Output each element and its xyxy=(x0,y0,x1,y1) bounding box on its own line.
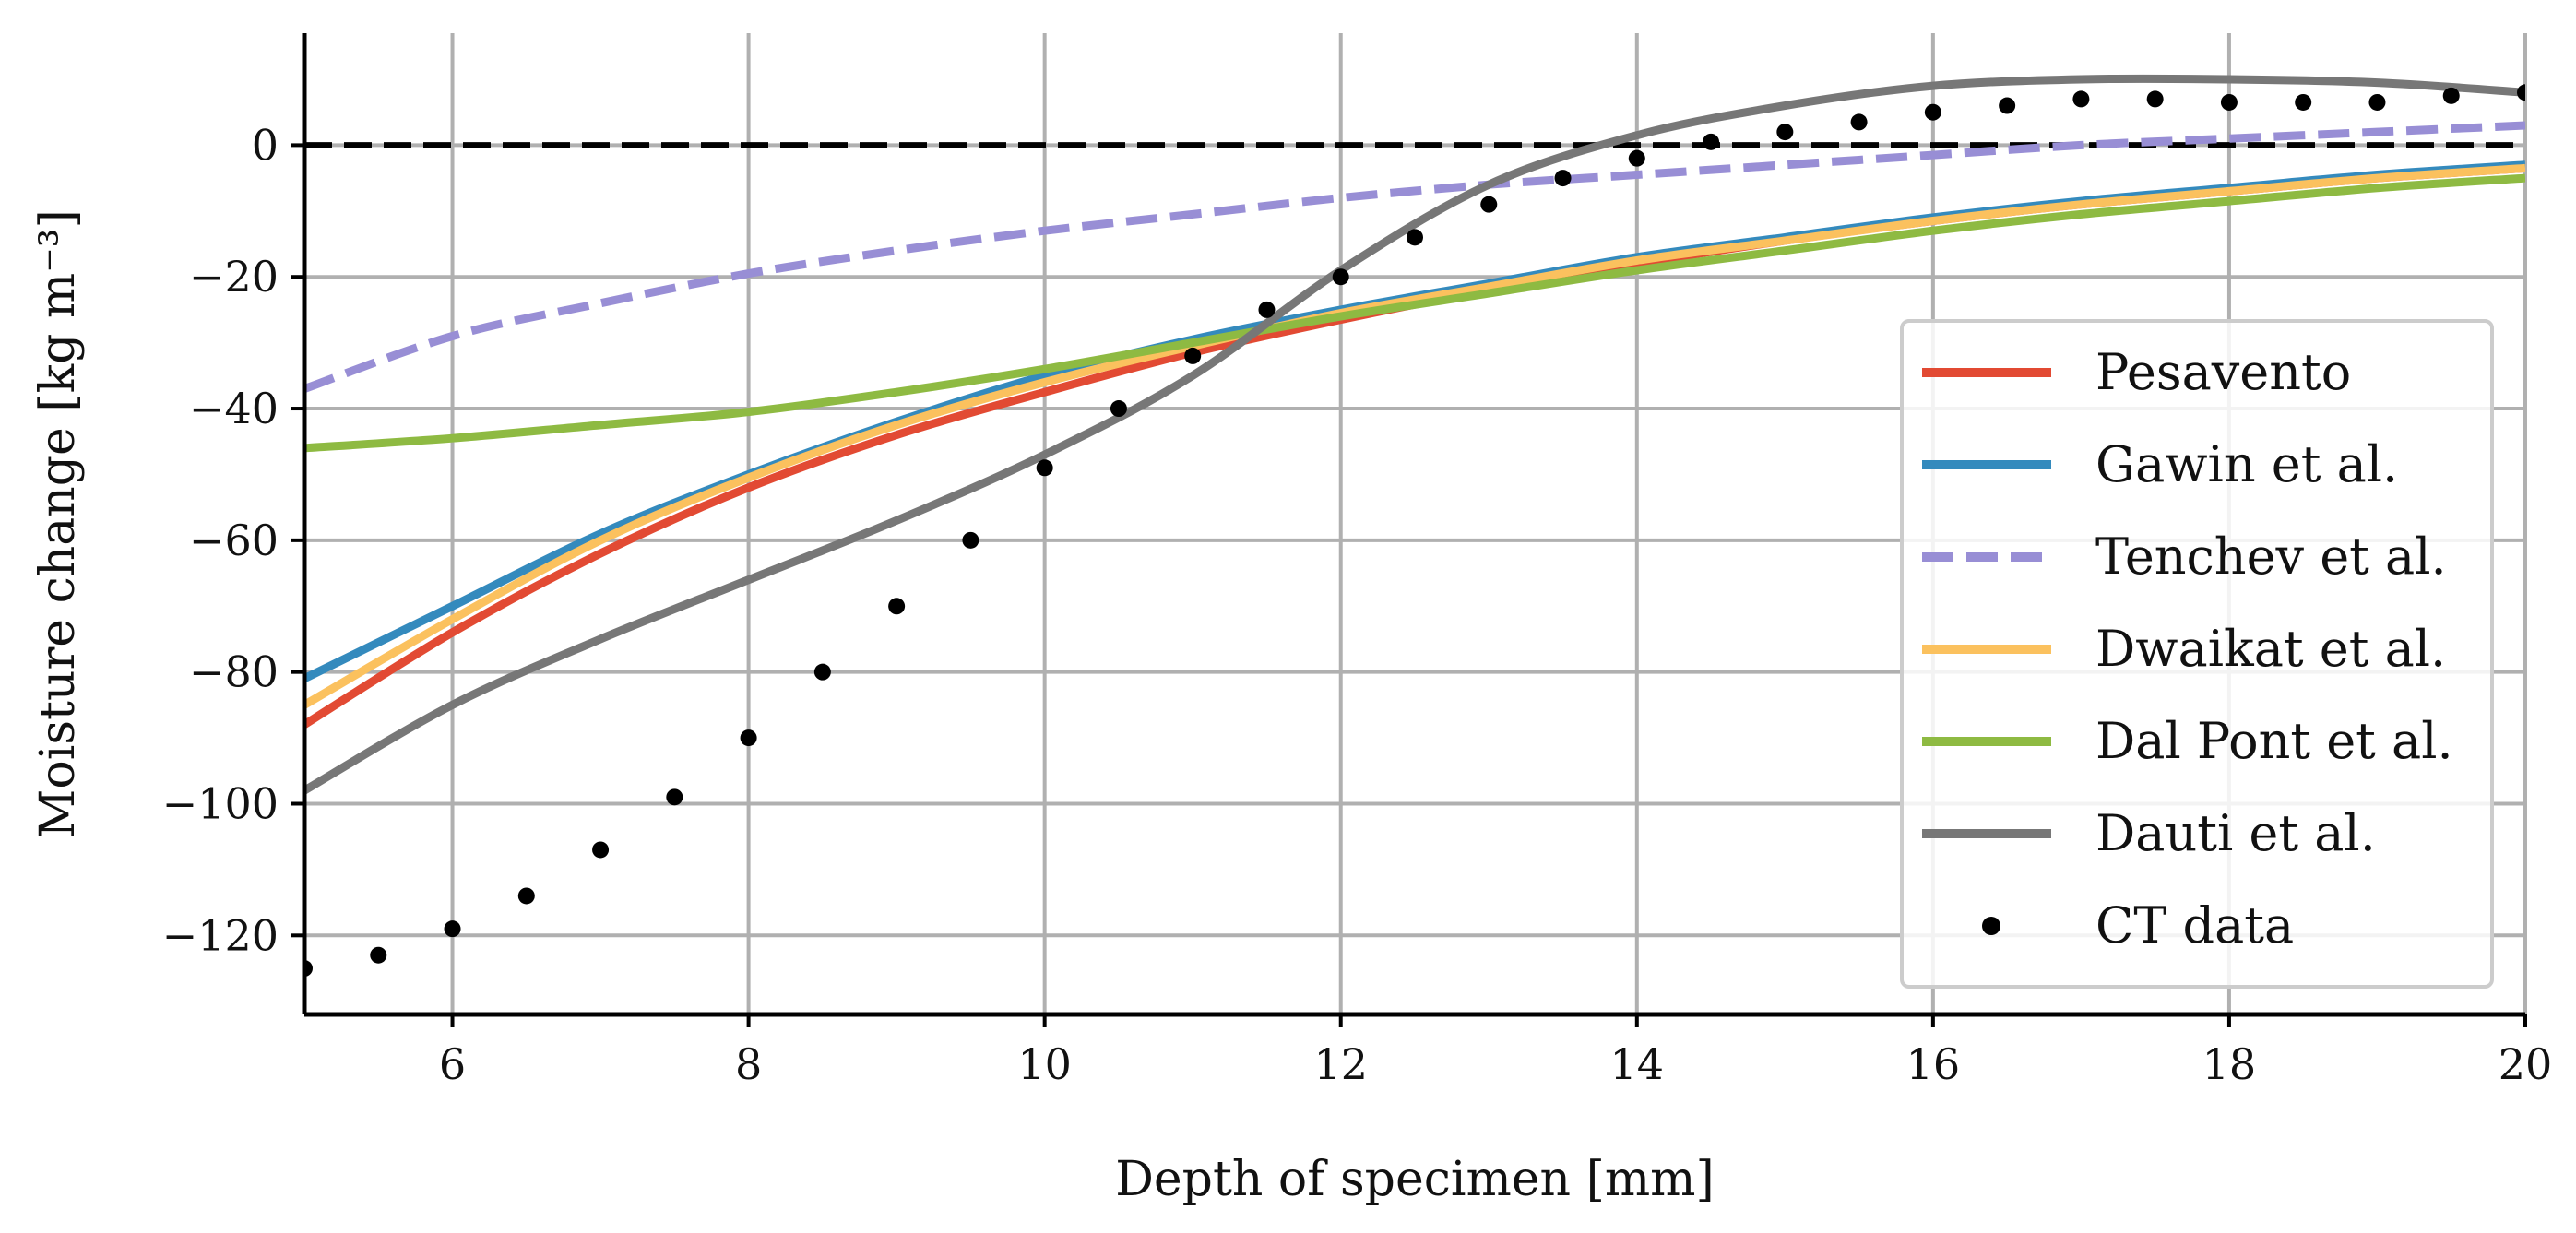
ct-data-point xyxy=(370,946,387,964)
x-tick-label-12: 12 xyxy=(1313,1039,1368,1089)
legend-label-dauti-et-al: Dauti et al. xyxy=(2095,804,2376,862)
ct-data-point xyxy=(592,841,610,859)
ct-data-point xyxy=(1184,347,1202,364)
legend-box xyxy=(1900,319,2494,989)
ct-data-point xyxy=(2146,90,2164,108)
legend-label-ct-data: CT data xyxy=(2095,896,2294,954)
legend-label-pesavento: Pesavento xyxy=(2095,343,2351,401)
y-tick-label--60: −60 xyxy=(189,516,279,565)
ct-data-point xyxy=(888,598,906,615)
legend-item-ct-data: CT data xyxy=(1982,896,2294,954)
ct-data-point xyxy=(1776,124,1794,141)
ct-data-point xyxy=(1110,400,1127,418)
ct-data-point xyxy=(2072,90,2090,108)
ct-data-point xyxy=(1999,97,2016,114)
x-tick-label-14: 14 xyxy=(1610,1039,1665,1089)
ct-data-point xyxy=(813,663,831,681)
ct-data-point xyxy=(1480,196,1498,213)
legend-item-pesavento: Pesavento xyxy=(1922,343,2351,401)
dauti-et-al-line xyxy=(304,74,2525,795)
legend-marker-ct-data xyxy=(1982,917,2000,935)
ct-data-point xyxy=(666,788,683,806)
dwaikat-et-al-line xyxy=(304,163,2525,709)
y-tick-label--100: −100 xyxy=(162,778,279,828)
ct-data-point xyxy=(1703,133,1720,150)
legend-item-gawin-et-al: Gawin et al. xyxy=(1922,435,2398,493)
legend-label-dal-pont-et-al: Dal Pont et al. xyxy=(2095,712,2453,770)
x-tick-label-10: 10 xyxy=(1017,1039,1072,1089)
x-tick-label-16: 16 xyxy=(1906,1039,1961,1089)
y-tick-label--80: −80 xyxy=(189,647,279,697)
axes xyxy=(302,33,2525,1017)
legend-item-tenchev-et-al: Tenchev et al. xyxy=(1922,528,2447,586)
ct-data-point xyxy=(962,531,979,549)
legend-label-tenchev-et-al: Tenchev et al. xyxy=(2095,528,2447,586)
ct-data-point xyxy=(517,887,535,905)
y-axis-label: Moisture change [kg m⁻³] xyxy=(30,209,86,838)
y-tick-label--120: −120 xyxy=(162,910,279,960)
ct-data-point xyxy=(2295,93,2312,111)
ct-data-point xyxy=(1332,268,1349,286)
legend-item-dauti-et-al: Dauti et al. xyxy=(1922,804,2376,862)
ct-data-point xyxy=(2220,93,2238,111)
x-axis-label: Depth of specimen [mm] xyxy=(1115,1152,1715,1207)
ct-data-point xyxy=(2442,87,2460,104)
ct-data-point xyxy=(740,729,757,747)
ct-data-point xyxy=(1036,459,1053,477)
ct-data-point xyxy=(1924,103,1941,121)
legend-item-dal-pont-et-al: Dal Pont et al. xyxy=(1922,712,2453,770)
ct-data-point xyxy=(1258,301,1276,318)
y-tick-label--20: −20 xyxy=(189,252,279,302)
y-tick-label--40: −40 xyxy=(189,384,279,433)
ct-data-point xyxy=(1628,149,1645,167)
dal-pont-et-al-line xyxy=(304,173,2525,453)
legend-label-gawin-et-al: Gawin et al. xyxy=(2095,435,2398,493)
x-tick-label-6: 6 xyxy=(439,1039,466,1089)
legend-label-dwaikat-et-al: Dwaikat et al. xyxy=(2095,620,2446,678)
ticks: 6 8 10 12 14 16 18 20 0 −20 −40 −60 −80 −100 −120 xyxy=(162,120,2553,1089)
x-tick-label-20: 20 xyxy=(2499,1039,2553,1089)
series-layer xyxy=(304,74,2525,978)
x-tick-label-18: 18 xyxy=(2202,1039,2257,1089)
legend: Pesavento Gawin et al. Tenchev et al. Dwaik… xyxy=(1900,319,2494,989)
ct-data-series xyxy=(304,84,2525,978)
ct-data-point xyxy=(1554,170,1572,187)
ct-data-point xyxy=(2368,93,2386,111)
x-tick-label-8: 8 xyxy=(735,1039,762,1089)
legend-item-dwaikat-et-al: Dwaikat et al. xyxy=(1922,620,2446,678)
ct-data-point xyxy=(1850,113,1868,131)
y-tick-label-0: 0 xyxy=(252,120,279,170)
tenchev-et-al-line xyxy=(304,121,2525,393)
ct-data-point xyxy=(1407,229,1423,246)
ct-data-point xyxy=(2517,84,2525,101)
ct-data-point xyxy=(444,920,461,938)
